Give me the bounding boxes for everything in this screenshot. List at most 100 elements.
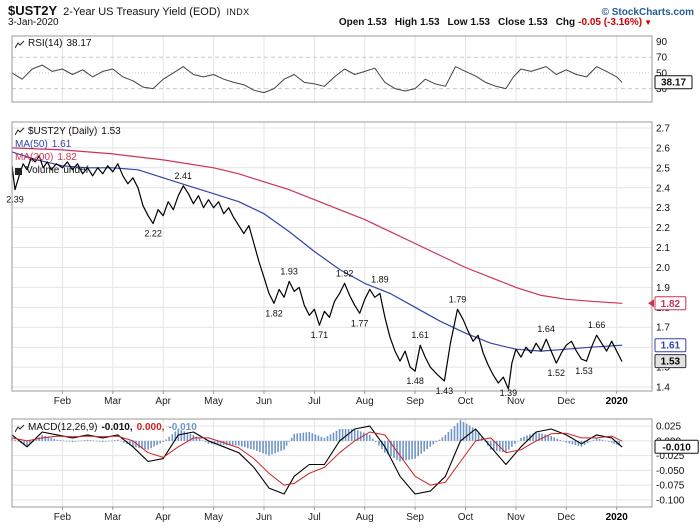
macd-histogram-bar (405, 440, 407, 461)
month-label: Jun (256, 396, 272, 407)
rsi-panel-border (11, 35, 653, 103)
axis-tick-label: -0.100 (656, 495, 685, 506)
volume-icon (15, 167, 23, 175)
value-flag (654, 439, 699, 454)
pivot-label: 1.93 (280, 266, 298, 276)
price-series-label: $UST2Y (Daily) (28, 125, 98, 137)
macd-histogram-bar (17, 440, 19, 442)
rsi-value: 38.17 (66, 38, 92, 49)
macd-histogram-bar (195, 436, 198, 441)
pivot-label: 2.41 (175, 171, 193, 181)
macd-histogram-bar (511, 440, 513, 447)
macd-histogram-bar (132, 440, 134, 447)
month-label: Feb (54, 512, 72, 523)
macd-histogram-bar (250, 440, 252, 449)
axis-tick-label: 70 (656, 53, 668, 64)
macd-histogram-bar (598, 438, 601, 441)
macd-histogram-bar (44, 435, 47, 441)
macd-histogram-bar (508, 440, 510, 450)
macd-histogram-bar (231, 440, 234, 446)
axis-tick-label: 1.4 (656, 383, 670, 394)
volume-value: undef (63, 164, 89, 176)
ma200-value: 1.82 (57, 151, 77, 163)
macd-histogram-bar (247, 440, 249, 449)
macd-histogram-bar (574, 440, 577, 446)
macd-histogram-bar (14, 439, 16, 441)
macd-histogram-bar (101, 440, 104, 442)
macd-histogram-bar (562, 440, 565, 442)
value-flag (654, 75, 693, 90)
month-label: May (204, 396, 223, 407)
macd-histogram-bar (556, 438, 559, 441)
macd-histogram-bar (271, 440, 273, 455)
macd-histogram-bar (493, 440, 495, 451)
axis-tick-label: 2.5 (656, 163, 670, 174)
axis-tick-label: -0.050 (656, 466, 685, 477)
macd-histogram-bar (341, 429, 344, 441)
macd-histogram-bar (347, 429, 350, 441)
axis-tick-label: 2.4 (656, 183, 670, 194)
macd-histogram-bar (577, 440, 580, 446)
macd-histogram-bar (332, 432, 335, 441)
macd-histogram-bar (505, 440, 507, 453)
macd-histogram-bar (92, 440, 95, 442)
macd-histogram-bar (241, 440, 243, 447)
value-flag-label: 1.61 (661, 341, 681, 352)
axis-tick-label: 1.7 (656, 323, 670, 334)
month-label: Jul (308, 396, 321, 407)
ma50-label: MA(50) (15, 138, 48, 150)
month-label: 2020 (606, 512, 629, 523)
macd-signal-value: 0.000, (136, 422, 165, 433)
macd-histogram-bar (335, 430, 338, 441)
macd-legend: MACD(12,26,9) -0.010, 0.000, -0.010 (15, 422, 197, 434)
copyright: © StockCharts.com (601, 7, 694, 18)
macd-histogram-bar (453, 426, 456, 441)
pivot-label: 1.53 (575, 366, 593, 376)
macd-histogram-bar (610, 440, 613, 443)
macd-histogram-bar (83, 440, 86, 441)
axis-tick-label: 2.0 (656, 263, 670, 274)
macd-histogram-bar (59, 440, 62, 441)
macd-histogram-bar (441, 437, 444, 441)
macd-histogram-bar (213, 440, 216, 445)
macd-histogram-bar (326, 436, 329, 441)
macd-histogram-bar (523, 436, 525, 441)
macd-histogram-bar (317, 435, 320, 441)
macd-histogram-bar (283, 440, 285, 450)
pivot-label: 1.92 (336, 268, 354, 278)
macd-histogram-bar (618, 440, 620, 446)
macd-histogram-bar (396, 440, 398, 460)
macd-histogram-bar (150, 440, 152, 449)
macd-histogram-bar (350, 429, 353, 441)
macd-histogram-bar (259, 440, 261, 453)
macd-histogram-bar (262, 440, 264, 454)
macd-histogram-bar (550, 436, 552, 441)
pivot-label: 2.22 (144, 229, 162, 239)
macd-histogram-bar (362, 432, 365, 441)
high-label: High (394, 17, 418, 28)
month-label: Nov (507, 396, 525, 407)
macd-histogram-bar (559, 440, 562, 441)
macd-histogram-bar (417, 440, 419, 457)
macd-histogram-bar (117, 439, 119, 441)
macd-histogram-bar (595, 437, 598, 441)
line-chart-icon (15, 424, 25, 433)
macd-histogram-bar (228, 440, 231, 446)
price-line (11, 155, 623, 390)
macd-histogram-bar (547, 435, 549, 441)
macd-histogram-bar (538, 432, 540, 441)
ma200-label: MA(200) (15, 151, 54, 163)
ma200-line (11, 147, 623, 304)
value-flag-label: -0.010 (662, 442, 691, 453)
macd-line-value: -0.010, (101, 422, 133, 433)
macd-histogram-bar (207, 440, 210, 444)
macd-histogram-bar (225, 440, 228, 446)
macd-histogram-bar (53, 438, 56, 441)
high-value: 1.53 (420, 17, 440, 28)
pivot-label: 1.43 (436, 386, 454, 396)
macd-histogram-bar (159, 440, 161, 444)
rsi-label: RSI(14) (28, 38, 63, 49)
macd-line (11, 425, 623, 495)
macd-histogram-bar (565, 440, 568, 443)
